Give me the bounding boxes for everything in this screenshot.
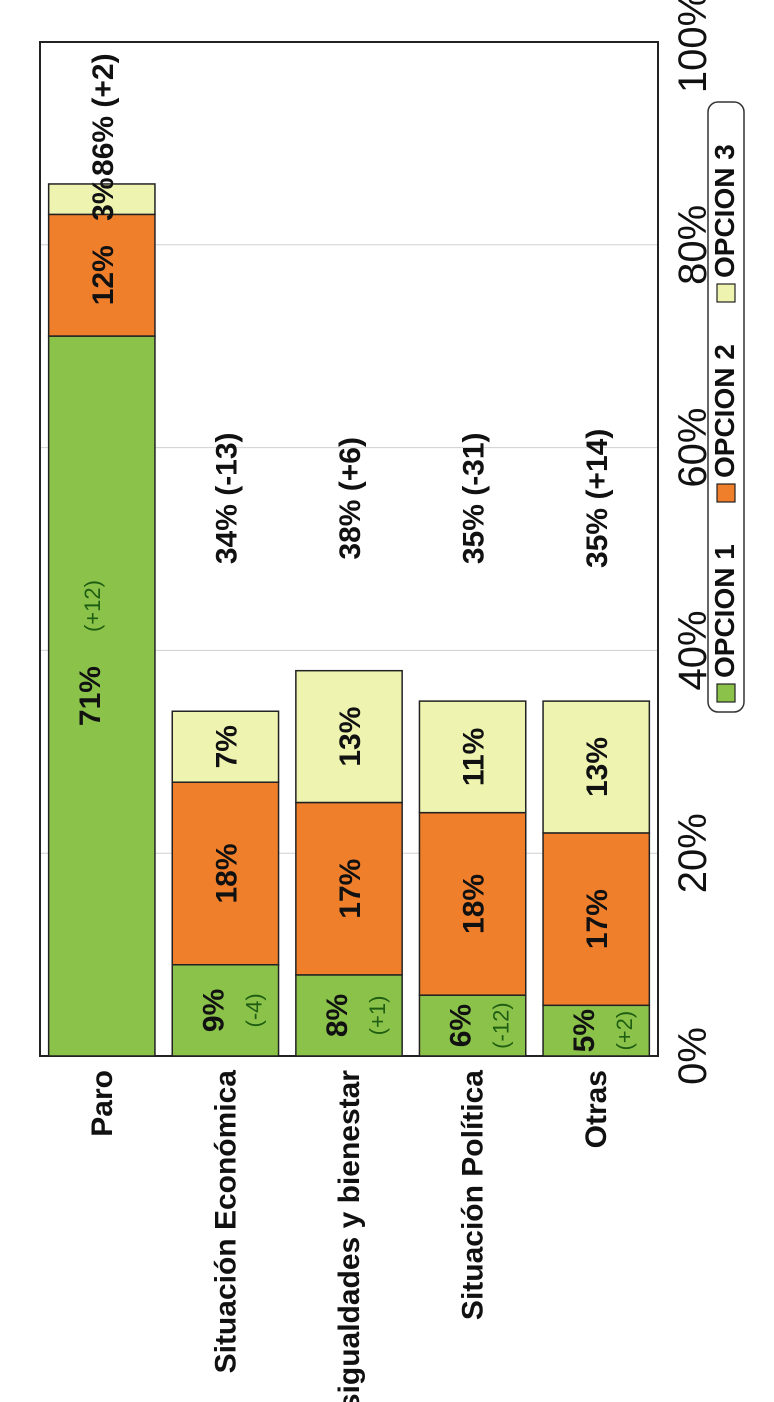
change-label: (-4): [241, 993, 266, 1027]
bar-segment-3: [418, 700, 527, 814]
segment-value-label: 7%: [210, 725, 243, 768]
change-label: (-12): [489, 1002, 514, 1048]
x-tick-label: 20%: [671, 813, 715, 893]
bars-layer: [47, 183, 651, 1057]
segment-value-label: 12%: [87, 245, 120, 305]
segment-value-label: 3%: [87, 177, 120, 220]
change-label: (+1): [365, 996, 390, 1036]
segment-value-label: 6%: [445, 1004, 478, 1047]
category-label: Paro: [86, 1070, 119, 1137]
legend: OPCION 1 OPCION 2 OPCION 3: [707, 101, 745, 713]
segment-value-label: 18%: [210, 843, 243, 903]
legend-swatch-3: [716, 283, 736, 303]
legend-swatch-2: [716, 483, 736, 503]
labels-layer: 71% (+12) 12% 3%86% (+2) 9% (-4) 18% 7% 34% (-13…: [74, 53, 637, 1052]
segment-value-label: 17%: [581, 889, 614, 949]
total-label: 35% (+14): [581, 429, 614, 568]
legend-label: OPCION 3: [709, 144, 740, 278]
category-label: Otras: [580, 1070, 613, 1148]
segment-value-label: 13%: [334, 707, 367, 767]
x-tick-label: 0%: [671, 1027, 715, 1085]
bar-segment-3: [171, 710, 280, 783]
segment-value-label: 11%: [458, 728, 491, 786]
legend-label: OPCION 1: [709, 544, 740, 678]
segment-value-label: 8%: [321, 994, 354, 1037]
segment-value-label: 71%: [74, 666, 107, 726]
category-label: Situación Económica: [209, 1070, 242, 1374]
segment-value-label: 18%: [458, 874, 491, 934]
legend-swatch-1: [716, 683, 736, 703]
category-label: Situación Política: [457, 1070, 490, 1320]
change-label: (+2): [612, 1011, 637, 1051]
change-label: (+12): [80, 580, 105, 632]
segment-value-label: 13%: [581, 737, 614, 797]
total-label: 35% (-31): [458, 432, 491, 564]
segment-value-label: 17%: [334, 859, 367, 919]
total-label: 38% (+6): [334, 437, 367, 560]
category-label: Desigualdades y bienestar: [333, 1070, 366, 1402]
bar-segment-3: [47, 183, 156, 216]
bar-segment-3: [295, 669, 403, 804]
axis-layer: 0%20%40%60%80%100%Paro Situación Económic…: [86, 0, 715, 1402]
segment-value-label: 5%: [568, 1009, 601, 1052]
total-label: 34% (-13): [210, 432, 243, 564]
legend-label: OPCION 2: [709, 344, 740, 478]
bar-segment-3: [542, 700, 651, 834]
total-label: 86% (+2): [87, 53, 120, 176]
segment-value-label: 9%: [197, 989, 230, 1032]
x-tick-label: 100%: [671, 0, 715, 93]
legend-frame: [707, 101, 745, 713]
